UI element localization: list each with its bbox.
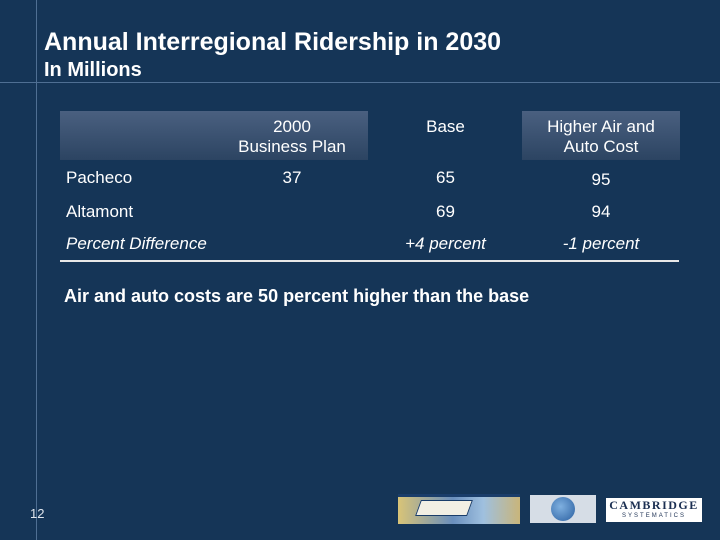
header-band-right [522,111,680,160]
header-band-left [60,111,368,160]
cell-pacheco-business-plan: 37 [282,168,302,187]
cell-pacheco-base: 65 [436,168,455,187]
vertical-rule [36,0,37,540]
emblem-logo [530,495,596,523]
cambridge-systematics-logo: CAMBRIDGE SYSTEMATICS [606,498,702,522]
cell-percent-higher-cost: -1 percent [562,234,640,253]
logo-tag-shape [415,500,473,516]
slide-subtitle: In Millions [44,59,142,81]
cell-altamont-higher-cost: 94 [591,202,611,221]
california-hsr-logo [398,494,520,524]
cell-altamont-base: 69 [436,202,455,221]
page-number: 12 [30,506,45,521]
logo-strip [398,494,520,497]
column-header-base: Base [426,117,465,136]
column-header-business-plan: 2000 Business Plan [238,117,346,156]
cell-percent-base: +4 percent [405,234,486,253]
column-header-higher-cost: Higher Air and Auto Cost [547,117,655,156]
table-bottom-rule [60,260,679,262]
footnote-text: Air and auto costs are 50 percent higher… [64,286,530,306]
horizontal-rule [0,82,720,83]
slide-title: Annual Interregional Ridership in 2030 [44,28,502,56]
row-label-pacheco: Pacheco [66,168,133,187]
row-label-altamont: Altamont [66,202,134,221]
row-label-percent-difference: Percent Difference [66,234,207,253]
globe-icon [551,497,575,521]
cell-pacheco-higher-cost: 95 [591,170,611,189]
